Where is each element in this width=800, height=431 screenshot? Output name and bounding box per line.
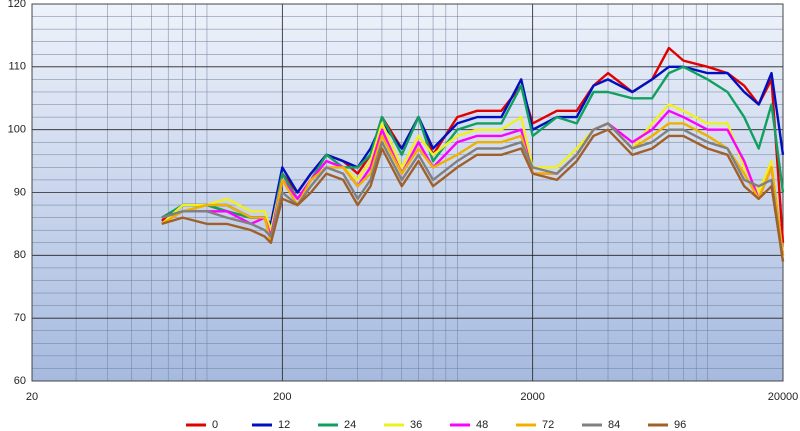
- series-line: [160, 103, 785, 256]
- y-tick-label: 100: [8, 124, 26, 136]
- legend-label: 36: [410, 419, 422, 431]
- x-tick-label: 20: [26, 391, 38, 403]
- legend-label: 12: [278, 419, 290, 431]
- y-tick-label: 120: [8, 0, 26, 10]
- x-tick-label: 200: [273, 391, 291, 403]
- legend-label: 96: [674, 419, 686, 431]
- y-tick-label: 60: [14, 375, 26, 387]
- legend-label: 84: [608, 419, 620, 431]
- x-tick-label: 20000: [768, 391, 799, 403]
- y-tick-label: 90: [14, 186, 26, 198]
- y-tick-label: 110: [8, 61, 26, 73]
- legend-label: 48: [476, 419, 488, 431]
- x-tick-label: 2000: [520, 391, 544, 403]
- series-line: [161, 128, 785, 262]
- y-tick-label: 70: [14, 312, 26, 324]
- legend-label: 0: [212, 419, 218, 431]
- legend-label: 72: [542, 419, 554, 431]
- series-line: [161, 122, 785, 262]
- y-tick-label: 80: [14, 249, 26, 261]
- legend-label: 24: [344, 419, 356, 431]
